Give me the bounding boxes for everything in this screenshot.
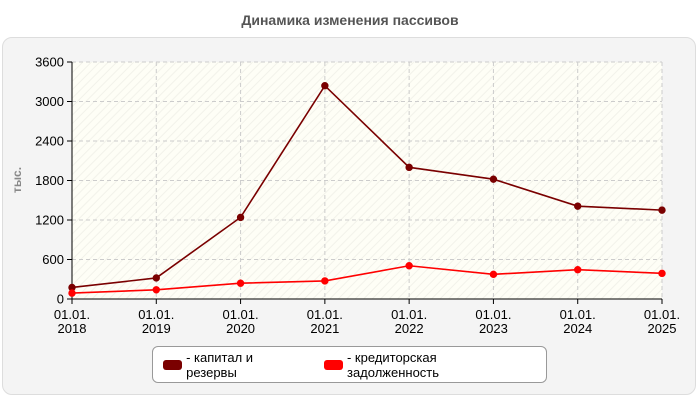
data-point-1	[658, 206, 666, 214]
y-axis-label: тыс.	[10, 167, 24, 193]
x-tick-label-line: 01.01.	[560, 307, 596, 322]
data-point-1	[574, 202, 582, 210]
grid-lines	[72, 61, 663, 299]
chart-legend: - капитал и резервы - кредиторская задол…	[152, 346, 547, 383]
x-tick-label-line: 2018	[58, 321, 87, 336]
axes	[67, 61, 663, 304]
x-tick-label-line: 2021	[310, 321, 339, 336]
y-tick-label: 3600	[35, 55, 64, 70]
legend-label-capital: - капитал и резервы	[186, 349, 254, 380]
series-layer	[68, 82, 666, 297]
legend-label-payables: - кредиторская задолженность	[346, 349, 440, 380]
x-tick-label-line: 01.01.	[391, 307, 427, 322]
x-tick-label-line: 2023	[479, 321, 508, 336]
data-point-2	[236, 279, 245, 287]
x-tick-label: 01.01. 2021	[307, 307, 343, 336]
x-tick-label: 01.01. 2019	[138, 307, 174, 336]
x-tick-label: 01.01. 2024	[560, 307, 596, 336]
series-line-2	[71, 264, 663, 294]
legend-item-payables[interactable]: - кредиторская задолженность	[323, 349, 524, 380]
x-tick-label-line: 01.01.	[54, 307, 90, 322]
data-point-1	[405, 163, 413, 172]
y-tick-label: 3000	[35, 94, 64, 109]
x-tick-label-line: 2025	[648, 321, 677, 336]
x-tick-label-line: 2024	[563, 321, 592, 336]
y-tick-label: 2400	[35, 134, 64, 149]
legend-item-capital[interactable]: - капитал и резервы	[163, 350, 302, 380]
data-point-1	[236, 213, 245, 222]
data-point-2	[152, 286, 160, 294]
x-tick-label-line: 01.01.	[475, 307, 511, 322]
data-point-1	[152, 274, 160, 282]
x-tick-label: 01.01. 2025	[644, 307, 680, 336]
x-tick-label: 01.01. 2018	[54, 307, 90, 336]
legend-swatch-payables	[323, 359, 343, 370]
x-tick-label-line: 2019	[142, 321, 171, 336]
data-point-2	[658, 269, 666, 278]
series-line-1	[71, 84, 663, 289]
y-tick-label: 0	[57, 292, 64, 307]
x-tick-label-line: 2022	[395, 321, 424, 336]
x-tick-label-line: 2020	[226, 321, 255, 336]
data-point-2	[489, 270, 498, 279]
x-tick-label-line: 01.01.	[138, 307, 174, 322]
data-point-2	[321, 277, 329, 285]
x-tick-label-line: 01.01.	[644, 307, 680, 322]
x-tick-label: 01.01. 2020	[222, 307, 258, 336]
y-tick-label: 1200	[35, 213, 64, 228]
data-point-1	[489, 175, 498, 183]
data-point-2	[405, 262, 413, 270]
data-point-2	[68, 289, 76, 297]
x-tick-label-line: 01.01.	[222, 307, 258, 322]
y-tick-label: 1800	[35, 173, 64, 188]
x-tick-label-line: 01.01.	[307, 307, 343, 322]
y-tick-label: 600	[42, 252, 64, 267]
x-tick-label: 01.01. 2023	[475, 307, 511, 336]
data-point-2	[574, 266, 582, 274]
data-point-1	[321, 82, 329, 90]
legend-swatch-capital	[163, 359, 183, 370]
x-tick-label: 01.01. 2022	[391, 307, 427, 336]
chart-title: Динамика изменения пассивов	[241, 12, 459, 28]
